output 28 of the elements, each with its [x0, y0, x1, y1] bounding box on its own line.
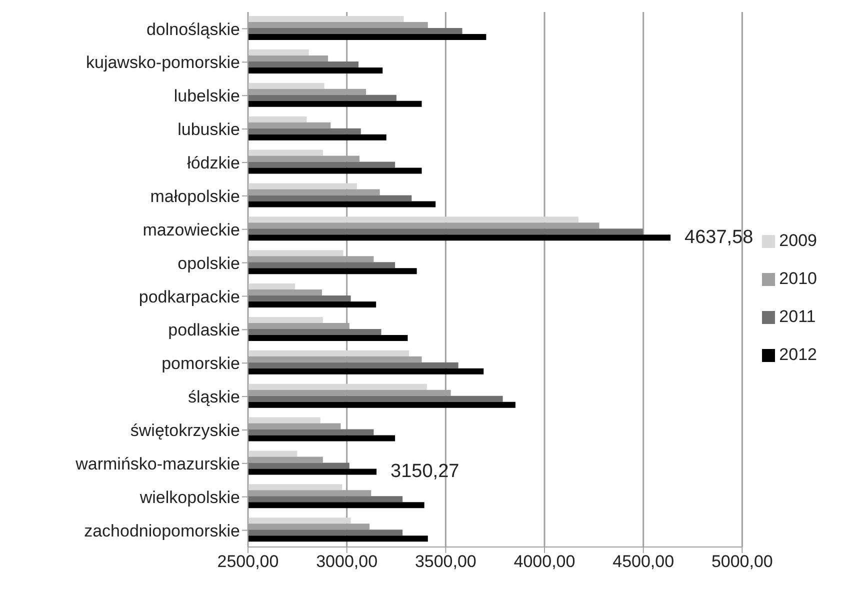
x-tick-label: 5000,00: [711, 552, 773, 572]
y-tick-label: zachodniopomorskie: [84, 521, 240, 540]
legend-label: 2011: [779, 306, 816, 326]
y-tick-label: podlaskie: [168, 320, 240, 340]
legend-label: 2012: [779, 344, 817, 364]
data-label: 3150,27: [390, 461, 460, 482]
y-tick-label: mazowieckie: [142, 220, 240, 240]
legend-label: 2010: [779, 268, 817, 288]
y-tick-label: dolnośląskie: [146, 20, 240, 39]
y-tick-label: lubelskie: [174, 86, 240, 106]
y-tick-label: wielkopolskie: [138, 488, 240, 507]
y-tick-label: pomorskie: [162, 354, 240, 374]
y-tick-label: opolskie: [178, 254, 240, 273]
x-tick-label: 4000,00: [514, 552, 576, 572]
legend-label: 2009: [779, 230, 817, 250]
y-tick-label: łódzkie: [187, 154, 240, 173]
y-tick-label: warmińsko-mazurskie: [74, 454, 240, 474]
x-tick-label: 3000,00: [316, 552, 378, 572]
y-tick-label: małopolskie: [150, 186, 240, 206]
x-tick-label: 2500,00: [217, 552, 279, 572]
data-label: 4637,58: [684, 227, 754, 248]
y-tick-label: śląskie: [188, 388, 240, 407]
y-tick-label: kujawsko-pomorskie: [86, 53, 240, 72]
x-tick-label: 4500,00: [612, 552, 674, 572]
x-tick-label: 3500,00: [414, 552, 476, 572]
y-tick-label: lubuskie: [178, 120, 240, 140]
y-tick-label: podkarpackie: [138, 287, 240, 306]
y-tick-label: świętokrzyskie: [130, 421, 240, 440]
